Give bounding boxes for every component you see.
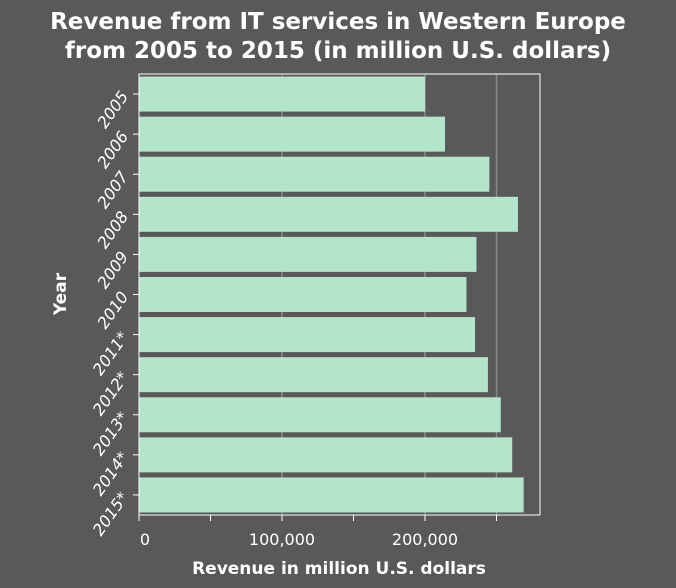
bar-2013-est	[139, 397, 501, 433]
y-tick-label-6: 2011*	[89, 328, 133, 379]
y-tick-label-2: 2007	[93, 167, 132, 212]
chart-title-line-2: from 2005 to 2015 (in million U.S. dolla…	[65, 38, 611, 64]
x-tick-label-2: 100,000	[249, 530, 315, 549]
x-tick-label-0: 0	[140, 530, 150, 549]
y-ticks: 2005200620072008200920102011*2012*2013*2…	[89, 87, 139, 539]
y-tick-label-8: 2013*	[89, 408, 133, 459]
bars	[139, 76, 524, 513]
bar-2009	[139, 236, 477, 272]
bar-2005	[139, 76, 425, 112]
y-tick-label-9: 2014*	[89, 448, 133, 499]
chart-title-line-1: Revenue from IT services in Western Euro…	[50, 9, 626, 35]
y-tick-label-0: 2005	[93, 87, 132, 131]
y-tick-label-4: 2009	[93, 248, 132, 292]
bar-2010	[139, 277, 467, 312]
bar-2015-est	[139, 477, 524, 513]
bar-2014-est	[139, 437, 513, 473]
y-tick-label-3: 2008	[93, 208, 132, 252]
bar-2011-est	[139, 317, 476, 353]
bar-2007	[139, 156, 490, 192]
y-tick-label-5: 2010	[93, 288, 132, 332]
y-axis-title: Year	[51, 272, 71, 316]
x-ticks: 0 100,000 200,000	[138, 515, 497, 549]
y-tick-label-7: 2012*	[89, 368, 133, 419]
bar-2006	[139, 116, 446, 152]
bar-2008	[139, 196, 518, 232]
y-tick-label-10: 2015*	[89, 488, 133, 539]
bar-2012-est	[139, 357, 488, 393]
y-tick-label-1: 2006	[93, 128, 132, 172]
x-tick-label-4: 200,000	[392, 530, 458, 549]
x-axis-title: Revenue in million U.S. dollars	[192, 559, 486, 579]
